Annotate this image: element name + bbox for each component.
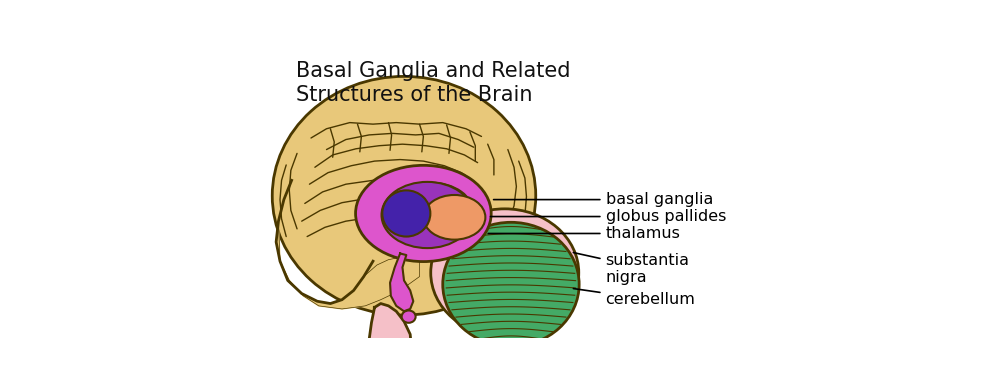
Text: basal ganglia: basal ganglia: [494, 192, 713, 207]
Ellipse shape: [382, 190, 430, 237]
Ellipse shape: [382, 182, 473, 248]
Text: Basal Ganglia and Related
Structures of the Brain: Basal Ganglia and Related Structures of …: [296, 61, 570, 105]
Ellipse shape: [388, 183, 474, 244]
Text: thalamus: thalamus: [488, 226, 680, 241]
Ellipse shape: [443, 222, 579, 346]
Polygon shape: [390, 253, 413, 311]
Ellipse shape: [431, 209, 579, 337]
Ellipse shape: [272, 76, 536, 315]
Ellipse shape: [402, 310, 416, 323]
Ellipse shape: [356, 165, 491, 261]
Polygon shape: [369, 304, 412, 378]
Ellipse shape: [423, 195, 485, 240]
Polygon shape: [276, 221, 420, 309]
Text: cerebellum: cerebellum: [573, 288, 695, 307]
Text: globus pallides: globus pallides: [490, 209, 726, 224]
Text: substantia
nigra: substantia nigra: [573, 253, 690, 285]
